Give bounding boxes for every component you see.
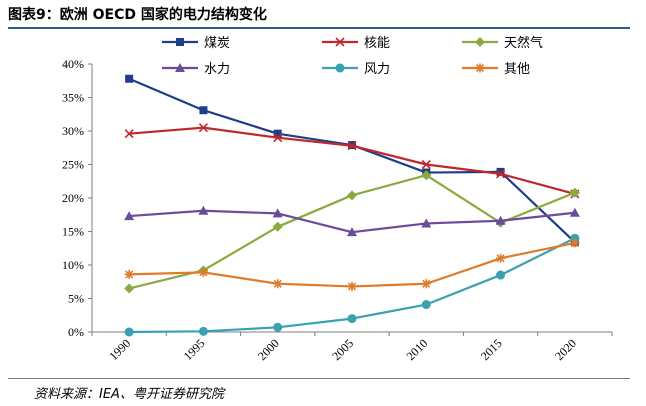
series-line (128, 77, 576, 244)
data-point (124, 283, 135, 294)
legend-marker (475, 37, 485, 47)
data-point (198, 205, 209, 215)
data-point (421, 159, 431, 170)
y-tick-label: 10% (62, 258, 84, 272)
chart-series (124, 74, 580, 337)
title-rule (8, 27, 630, 29)
data-point (569, 187, 580, 198)
legend-label: 风力 (364, 62, 390, 77)
y-tick-label: 5% (68, 292, 84, 306)
legend-item: 核能 (322, 36, 390, 51)
data-point (496, 169, 506, 179)
figure-title: 图表9：欧洲 OECD 国家的电力结构变化 (8, 7, 267, 23)
data-point (495, 215, 506, 225)
data-point (124, 129, 134, 139)
data-point (496, 167, 505, 176)
series-1 (124, 123, 580, 199)
legend-marker (475, 63, 485, 73)
data-point (198, 267, 208, 277)
series-line (129, 241, 576, 288)
legend-marker (176, 38, 184, 46)
y-tick-label: 30% (62, 124, 84, 138)
data-point (273, 129, 282, 138)
data-point (347, 314, 357, 324)
data-point (347, 190, 357, 201)
data-point (124, 327, 134, 337)
y-tick-label: 25% (62, 158, 84, 172)
data-point (273, 279, 283, 289)
x-tick-label: 1995 (181, 336, 208, 363)
y-tick-label: 40% (62, 57, 84, 71)
data-point (124, 269, 134, 279)
data-point (124, 211, 135, 221)
data-point (421, 218, 432, 228)
y-tick-label: 35% (62, 91, 84, 105)
x-tick-label: 2015 (478, 336, 505, 363)
y-tick-label: 15% (62, 225, 84, 239)
data-point (125, 74, 134, 83)
data-point (421, 300, 431, 310)
data-point (272, 208, 283, 218)
data-point (496, 253, 506, 263)
data-point (347, 227, 357, 237)
data-point (570, 238, 580, 248)
x-tick-label: 2010 (404, 336, 431, 363)
data-point (198, 123, 208, 133)
legend-marker (335, 37, 345, 47)
legend-item: 天然气 (462, 35, 543, 51)
legend-label: 煤炭 (204, 36, 230, 51)
legend-item: 煤炭 (162, 36, 230, 51)
legend-label: 其他 (504, 62, 530, 77)
data-point (273, 322, 283, 332)
series-5 (124, 238, 580, 291)
x-tick-label: 2005 (329, 336, 356, 363)
legend-label: 核能 (364, 36, 390, 51)
legend-marker (175, 63, 185, 72)
data-point (496, 270, 506, 280)
series-line (129, 126, 576, 196)
data-point (347, 141, 357, 151)
y-tick-label: 0% (68, 325, 84, 339)
x-tick-label: 2000 (255, 336, 282, 363)
source-rule (8, 378, 630, 379)
line-chart: 0% 5% 10% 15% 20% 25% 30% 35% 40% 1990 1995 2000 200… (62, 35, 613, 363)
y-tick-label: 20% (62, 191, 84, 205)
x-tick-label: 2020 (552, 336, 579, 363)
data-point (272, 221, 283, 232)
data-point (569, 207, 580, 217)
legend-label: 天然气 (504, 35, 543, 51)
series-4 (124, 233, 580, 337)
legend-item: 其他 (462, 62, 530, 77)
data-point (421, 279, 431, 289)
data-point (198, 326, 208, 336)
x-tick-label: 1990 (106, 336, 133, 363)
data-point (347, 281, 357, 291)
data-point (273, 133, 283, 143)
source-note: 资料来源：IEA、粤开证券研究院 (34, 387, 224, 402)
series-3 (124, 205, 580, 237)
data-point (421, 170, 432, 181)
legend-item: 风力 (322, 62, 390, 77)
legend-label: 水力 (204, 62, 230, 77)
legend-marker (335, 63, 345, 73)
legend-item: 水力 (162, 62, 230, 77)
data-point (199, 106, 208, 115)
